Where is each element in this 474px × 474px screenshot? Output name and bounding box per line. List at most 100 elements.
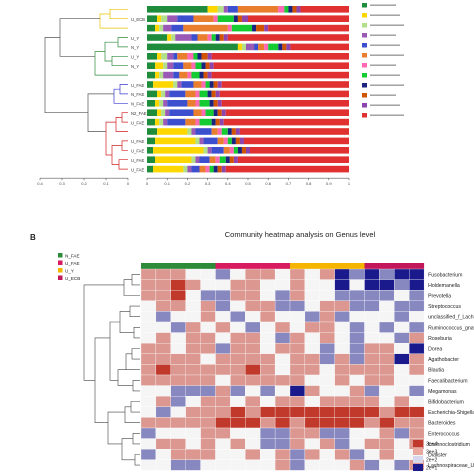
heatmap-cell: [155, 321, 171, 333]
bar-segment: [193, 15, 214, 22]
bar-segment: [195, 90, 200, 98]
heatmap-cell: [245, 417, 261, 429]
row-label: Holdemanella: [428, 283, 460, 289]
heatmap-cell: [185, 385, 201, 397]
heatmap-cell: [409, 290, 425, 301]
bar-segment: [219, 156, 226, 163]
bar-segment: [250, 147, 349, 154]
bar-segment: [213, 109, 218, 116]
heatmap-cell: [349, 321, 365, 333]
heatmap-cell: [349, 385, 365, 397]
heatmap-cell: [289, 459, 306, 471]
bar-segment: [147, 156, 156, 163]
bar-segment: [245, 43, 255, 51]
bar-segment: [209, 81, 214, 88]
heatmap-cell: [319, 343, 335, 354]
bar-segment: [167, 100, 188, 107]
bar-segment: [223, 34, 228, 41]
bar-segment: [187, 71, 192, 79]
heatmap-cell: [260, 385, 276, 397]
bar-segment: [199, 118, 212, 126]
group-legend-swatch: [58, 253, 63, 258]
bar-segment: [205, 109, 214, 116]
heatmap-title: Community heatmap analysis on Genus leve…: [225, 230, 376, 239]
heatmap-cell: [245, 438, 261, 450]
heatmap-cell: [170, 332, 186, 344]
heatmap-cell: [334, 268, 350, 280]
heatmap-cell: [170, 417, 186, 429]
heatmap-cell: [289, 321, 306, 333]
heatmap-cell: [349, 300, 365, 312]
heatmap-cell: [379, 332, 395, 344]
bar-segment: [165, 90, 170, 98]
heatmap-cell: [319, 374, 335, 386]
heatmap-cell: [304, 427, 320, 439]
heatmap-cell: [245, 449, 261, 460]
bar-segment: [199, 90, 208, 98]
heatmap-cell: [260, 449, 276, 460]
scale-swatch: [413, 456, 423, 463]
heatmap-cell: [409, 279, 425, 291]
bar-segment: [153, 147, 204, 154]
heatmap-cell: [185, 438, 201, 450]
bar-segment: [213, 81, 218, 88]
bar-segment: [163, 71, 174, 79]
bar-segment: [195, 137, 200, 145]
bar-segment: [300, 6, 349, 13]
tree-branch: [117, 369, 133, 386]
heatmap-cell: [334, 364, 350, 376]
heatmap-cell: [379, 459, 395, 471]
bar-segment: [199, 165, 206, 173]
row-label: Bacteroides: [428, 421, 456, 427]
row-labels: Fusobacterium Holdemanella Prevotella Strep…: [428, 272, 474, 469]
heatmap-cell: [364, 311, 380, 323]
bar-segment: [157, 90, 162, 98]
heatmap-cell: [155, 449, 171, 460]
heatmap-cell: [289, 353, 306, 365]
heatmap-cell: [155, 406, 171, 418]
heatmap-cell: [140, 417, 157, 429]
row-label: Agathobacter: [428, 357, 459, 363]
heatmap-cell: [215, 343, 231, 354]
heatmap-cell: [379, 300, 395, 312]
bar-segment: [161, 15, 168, 22]
heatmap-cell: [319, 321, 335, 333]
bar-segment: [203, 71, 208, 79]
heatmap-cell: [379, 343, 395, 354]
heatmap-cells: [140, 268, 425, 471]
heatmap-cell: [245, 396, 261, 407]
bar-segment: [159, 100, 164, 107]
tree-branch: [123, 279, 140, 296]
heatmap-cell: [245, 290, 261, 301]
bar-segment: [195, 62, 202, 69]
heatmap-cell: [170, 459, 186, 471]
bar-segment: [221, 128, 228, 135]
bar-segment: [241, 147, 246, 154]
heatmap-cell: [409, 417, 425, 429]
heatmap-cell: [230, 279, 246, 291]
bar-segment: [237, 15, 242, 22]
heatmap-cell: [200, 417, 216, 429]
tree-branch: [109, 8, 128, 20]
x-tick-label: 0.2: [185, 181, 191, 186]
heatmap-cell: [364, 374, 380, 386]
tree-branch: [87, 93, 114, 132]
heatmap-cell: [215, 449, 231, 460]
bar-segment: [217, 165, 222, 173]
row-label: Blautia: [428, 368, 444, 374]
heatmap-cell: [200, 353, 216, 365]
legend-swatch: [362, 113, 367, 118]
heatmap-cell: [200, 300, 216, 312]
heatmap-cell: [185, 279, 201, 291]
legend-text-line: [370, 24, 404, 26]
heatmap-cell: [260, 396, 276, 407]
heatmap-cell: [260, 268, 276, 280]
bar-segment: [207, 53, 212, 60]
bar-segment: [211, 34, 216, 41]
tree-branch: [111, 55, 128, 67]
bar-segment: [207, 71, 212, 79]
bar-segment: [211, 118, 216, 126]
heatmap-cell: [364, 459, 380, 471]
heatmap-cell: [200, 290, 216, 301]
heatmap-cell: [170, 290, 186, 301]
